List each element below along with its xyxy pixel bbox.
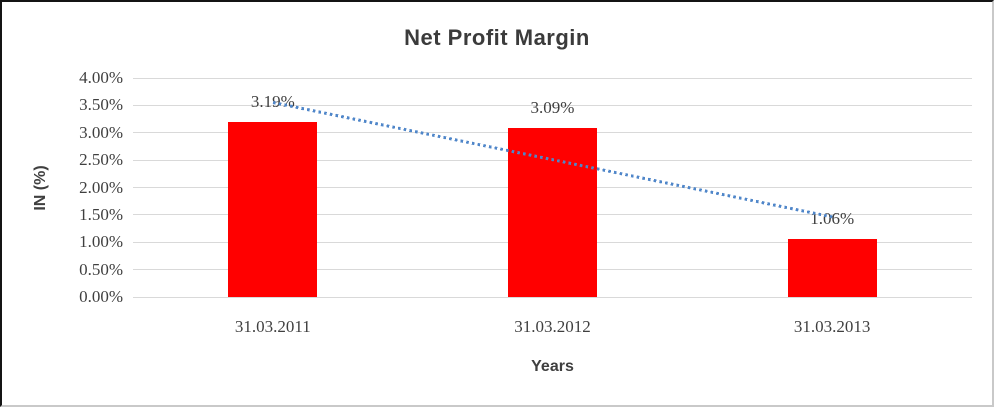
bar-value-label: 3.09%: [530, 97, 575, 117]
y-tick-label: 4.00%: [79, 68, 123, 87]
y-tick-label: 2.00%: [79, 177, 123, 197]
y-tick-label: 1.50%: [79, 204, 123, 224]
y-tick-label: 3.50%: [79, 95, 123, 115]
bar: [508, 127, 597, 297]
y-tick-label: 1.00%: [79, 232, 123, 252]
x-axis-title: Years: [531, 358, 574, 375]
gridline: [133, 296, 972, 298]
y-tick-label: 0.50%: [79, 259, 123, 279]
chart-title: Net Profit Margin: [404, 25, 590, 50]
bar-value-label: 1.06%: [810, 208, 855, 228]
gridline: [133, 77, 972, 79]
y-tick-label: 0.00%: [79, 287, 123, 306]
bar: [787, 238, 877, 297]
y-tick-label: 3.00%: [79, 122, 123, 142]
x-tick-label: 31.03.2011: [234, 317, 311, 336]
gridline: [133, 104, 972, 106]
y-tick-label: 2.50%: [79, 150, 123, 170]
bar: [228, 122, 318, 297]
x-tick-label: 31.03.2012: [514, 317, 591, 336]
x-tick-label: 31.03.2013: [793, 317, 871, 336]
